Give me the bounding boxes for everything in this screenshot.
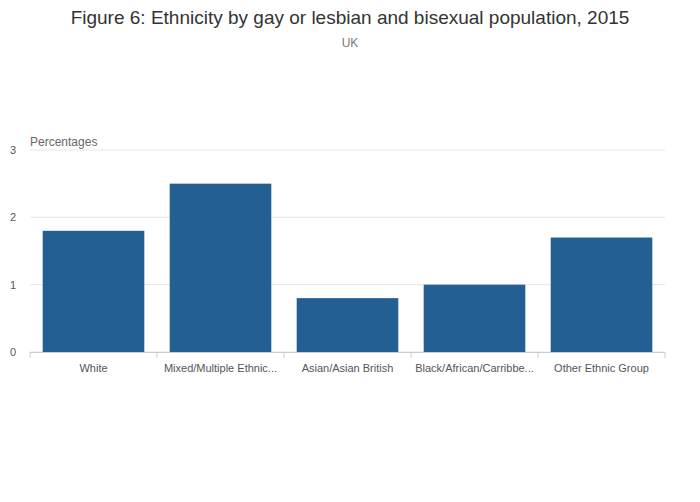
y-tick-label: 0: [10, 346, 16, 358]
y-tick-label: 1: [10, 279, 16, 291]
title: Figure 6: Ethnicity by gay or lesbian an…: [71, 7, 630, 28]
x-tick-label: Mixed/Multiple Ethnic...: [164, 362, 277, 374]
y-axis-label: Percentages: [30, 135, 97, 149]
x-tick: [157, 352, 158, 358]
bar: [551, 238, 653, 352]
x-tick: [284, 352, 285, 358]
subtitle: UK: [342, 36, 359, 50]
y-tick-label: 3: [10, 144, 16, 156]
x-tick: [30, 352, 31, 358]
bar: [297, 298, 399, 352]
x-tick: [665, 352, 666, 358]
x-tick: [538, 352, 539, 358]
x-tick: [411, 352, 412, 358]
grid-line: [30, 217, 665, 218]
grid-line: [30, 150, 665, 151]
bar: [170, 184, 272, 352]
bar: [43, 231, 145, 352]
x-tick-label: White: [79, 362, 107, 374]
bars: [43, 184, 653, 352]
x-tick-label: Other Ethnic Group: [554, 362, 649, 374]
chart: Figure 6: Ethnicity by gay or lesbian an…: [0, 0, 700, 502]
y-tick-label: 2: [10, 211, 16, 223]
x-tick-label: Black/African/Carribbe...: [415, 362, 534, 374]
x-tick-label: Asian/Asian British: [302, 362, 394, 374]
x-axis-line: [30, 352, 665, 353]
bar: [424, 285, 526, 352]
